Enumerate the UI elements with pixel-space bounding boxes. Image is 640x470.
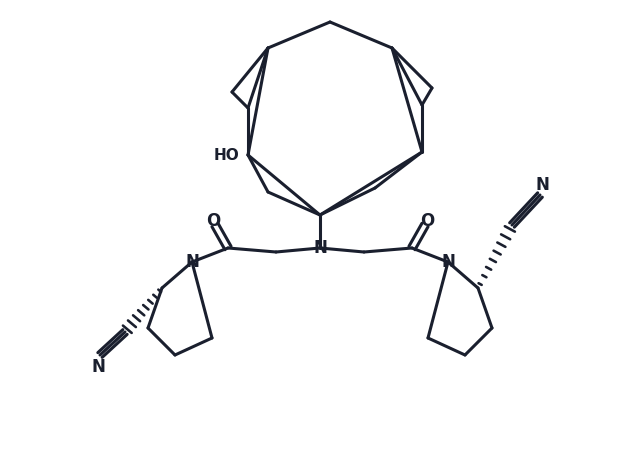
- Text: N: N: [441, 253, 455, 271]
- Text: O: O: [206, 212, 220, 230]
- Text: HO: HO: [213, 148, 239, 163]
- Text: N: N: [185, 253, 199, 271]
- Text: N: N: [313, 239, 327, 257]
- Text: O: O: [420, 212, 434, 230]
- Text: N: N: [535, 176, 549, 194]
- Text: N: N: [91, 358, 105, 376]
